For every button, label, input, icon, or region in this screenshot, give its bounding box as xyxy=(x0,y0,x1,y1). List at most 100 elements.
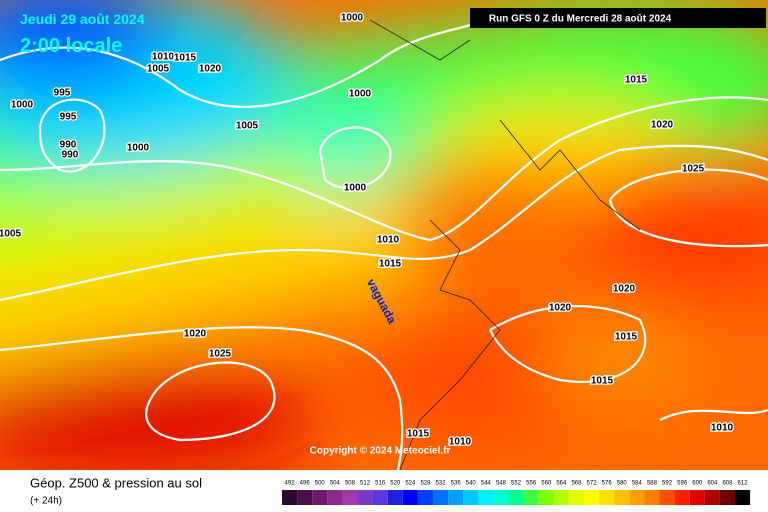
isobar-label: 1015 xyxy=(379,259,402,270)
legend-label: 500 xyxy=(315,481,326,487)
legend-swatch xyxy=(478,490,494,505)
legend-label: 580 xyxy=(617,481,628,487)
legend-label: 576 xyxy=(602,481,613,487)
legend-swatch xyxy=(719,490,735,505)
isobar-label: 995 xyxy=(54,88,71,99)
legend-swatch xyxy=(659,490,675,505)
legend-swatch xyxy=(463,490,479,505)
legend-swatch xyxy=(629,490,645,505)
legend-label: 556 xyxy=(526,481,537,487)
isobar-label: 1000 xyxy=(11,100,34,111)
isobar-label: 1010 xyxy=(377,235,400,246)
legend-swatch xyxy=(327,490,343,505)
legend-label: 548 xyxy=(496,481,507,487)
legend-swatch xyxy=(704,490,720,505)
legend-swatch xyxy=(402,490,418,505)
isobar-label: 1020 xyxy=(651,120,674,131)
legend-label: 520 xyxy=(390,481,401,487)
legend-swatch xyxy=(584,490,600,505)
isobar-label: 990 xyxy=(60,140,77,151)
forecast-time: 2:00 locale xyxy=(20,35,122,57)
legend-label: 544 xyxy=(481,481,492,487)
isobar-label: 1015 xyxy=(407,429,430,440)
isobar-label: 1025 xyxy=(682,164,705,175)
isobar-label: 1015 xyxy=(174,53,197,64)
legend-label: 604 xyxy=(707,481,718,487)
legend-label: 516 xyxy=(375,481,386,487)
legend-label: 512 xyxy=(360,481,371,487)
legend-swatch xyxy=(448,490,464,505)
legend-swatch xyxy=(538,490,554,505)
legend-label: 568 xyxy=(571,481,582,487)
legend-label: 504 xyxy=(330,481,341,487)
legend-label: 572 xyxy=(587,481,598,487)
legend-label: 508 xyxy=(345,481,356,487)
isobar-label: 1000 xyxy=(127,143,150,154)
isobar-label: 1005 xyxy=(147,64,170,75)
legend-label: 492 xyxy=(285,481,296,487)
isobar-label: 1000 xyxy=(344,183,367,194)
legend-label: 524 xyxy=(405,481,416,487)
legend-swatch xyxy=(493,490,509,505)
isobar-label: 1020 xyxy=(549,303,572,314)
legend-swatch xyxy=(297,490,313,505)
forecast-date: Jeudi 29 août 2024 xyxy=(20,11,145,27)
legend-label: 564 xyxy=(556,481,567,487)
run-banner xyxy=(470,8,766,28)
isobar-label: 1000 xyxy=(349,89,372,100)
isobar-label: 1025 xyxy=(209,349,232,360)
isobar-label: 995 xyxy=(60,112,77,123)
legend-label: 592 xyxy=(662,481,673,487)
isobar-label: 1000 xyxy=(341,13,364,24)
legend-label: 608 xyxy=(722,481,733,487)
legend-swatch xyxy=(342,490,358,505)
isobar-label: 1005 xyxy=(236,121,259,132)
isobar-label: 1015 xyxy=(615,332,638,343)
legend-swatch xyxy=(372,490,388,505)
legend-swatch xyxy=(357,490,373,505)
isobar-label: 1010 xyxy=(711,423,734,434)
legend-swatch xyxy=(433,490,449,505)
footer-subtitle: (+ 24h) xyxy=(30,496,62,507)
legend-swatch xyxy=(599,490,615,505)
legend-swatch xyxy=(735,490,751,505)
run-info: Run GFS 0 Z du Mercredi 28 août 2024 xyxy=(489,14,672,25)
legend-swatch xyxy=(644,490,660,505)
legend-label: 536 xyxy=(451,481,462,487)
legend-label: 496 xyxy=(300,481,311,487)
legend-swatch xyxy=(614,490,630,505)
legend-swatch xyxy=(282,490,298,505)
copyright: Copyright © 2024 Meteociel.fr xyxy=(310,446,451,457)
legend-label: 528 xyxy=(420,481,431,487)
isobar-label: 1010 xyxy=(449,437,472,448)
legend-label: 540 xyxy=(466,481,477,487)
legend-swatch xyxy=(568,490,584,505)
isobar-label: 1015 xyxy=(591,376,614,387)
legend-label: 584 xyxy=(632,481,643,487)
legend-label: 596 xyxy=(677,481,688,487)
isobar-label: 1005 xyxy=(0,229,22,240)
legend-label: 612 xyxy=(738,481,749,487)
legend-swatch xyxy=(508,490,524,505)
isobar-label: 1020 xyxy=(184,329,207,340)
map-background xyxy=(0,0,768,470)
legend-label: 588 xyxy=(647,481,658,487)
footer-title: Géop. Z500 & pression au sol xyxy=(30,475,202,490)
legend-swatch xyxy=(417,490,433,505)
isobar-label: 1020 xyxy=(613,284,636,295)
isobar-label: 1015 xyxy=(625,75,648,86)
legend-label: 600 xyxy=(692,481,703,487)
legend-label: 532 xyxy=(436,481,447,487)
legend-swatch xyxy=(689,490,705,505)
isobar-label: 990 xyxy=(62,150,79,161)
isobar-label: 1020 xyxy=(199,64,222,75)
legend-swatch xyxy=(523,490,539,505)
legend-swatch xyxy=(312,490,328,505)
isobar-label: 1010 xyxy=(152,52,175,63)
legend-swatch xyxy=(553,490,569,505)
legend-swatch xyxy=(674,490,690,505)
legend-swatch xyxy=(387,490,403,505)
legend-label: 552 xyxy=(511,481,522,487)
legend-label: 560 xyxy=(541,481,552,487)
